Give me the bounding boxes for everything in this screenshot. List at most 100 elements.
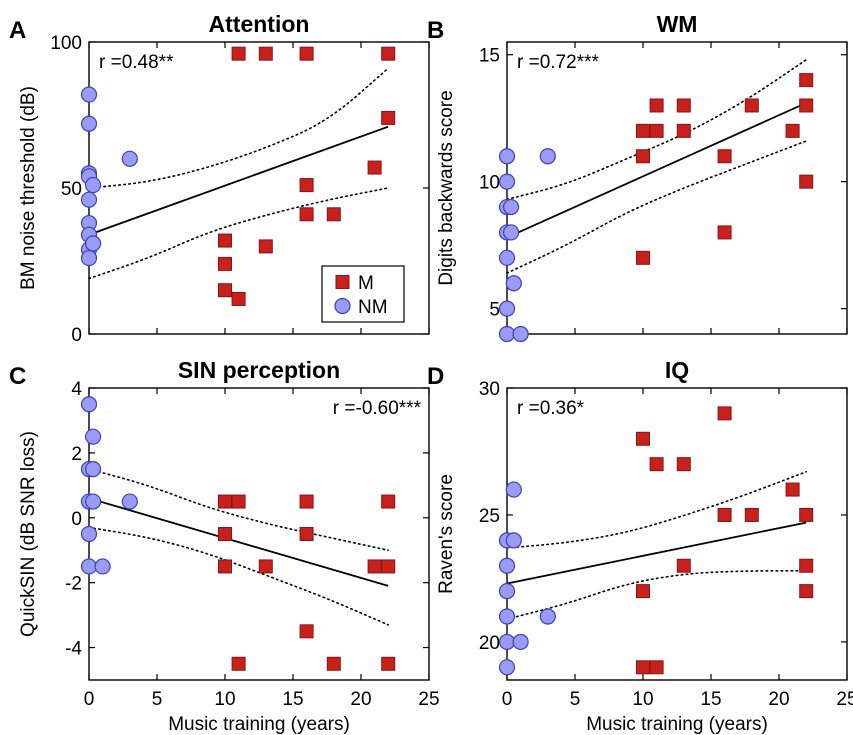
y-tick-label: 25: [479, 506, 500, 527]
nonmusician-point: [513, 327, 528, 342]
y-tick-label: 30: [479, 379, 500, 400]
nonmusician-point: [500, 250, 515, 265]
musician-point: [745, 99, 758, 112]
musician-point: [800, 559, 813, 572]
panel-letter: D: [427, 363, 444, 390]
correlation-annotation: r =-0.60***: [333, 398, 422, 419]
nonmusician-point: [500, 327, 515, 342]
y-tick-label: 5: [489, 300, 500, 321]
musician-point: [382, 47, 395, 60]
musician-point: [300, 179, 313, 192]
legend-label: M: [358, 273, 374, 294]
musician-point: [219, 257, 232, 270]
musician-point: [650, 458, 663, 471]
y-axis-label: QuickSIN (dB SNR loss): [18, 431, 39, 637]
musician-point: [637, 251, 650, 264]
musician-point: [259, 560, 272, 573]
nonmusician-point: [82, 87, 97, 102]
musician-point: [800, 508, 813, 521]
x-tick-label: 15: [282, 689, 303, 710]
nonmusician-point: [506, 482, 521, 497]
musician-point: [382, 495, 395, 508]
musician-point: [300, 528, 313, 541]
x-axis-label: Music training (years): [168, 714, 350, 735]
musician-point: [800, 99, 813, 112]
musician-point: [300, 495, 313, 508]
musician-point: [300, 625, 313, 638]
nonmusician-point: [500, 609, 515, 624]
musician-point: [650, 99, 663, 112]
y-axis-label: Raven's score: [436, 474, 457, 594]
nonmusician-point: [500, 301, 515, 316]
musician-point: [232, 657, 245, 670]
musician-point: [219, 284, 232, 297]
nonmusician-point: [82, 527, 97, 542]
correlation-annotation: r =0.48**: [99, 52, 174, 73]
musician-point: [718, 226, 731, 239]
panel-title: Attention: [209, 11, 310, 37]
y-tick-label: 15: [479, 46, 500, 67]
musician-point: [300, 47, 313, 60]
musician-point: [677, 458, 690, 471]
nonmusician-point: [86, 429, 101, 444]
musician-point: [219, 495, 232, 508]
panel-letter: B: [427, 17, 444, 44]
musician-point: [232, 47, 245, 60]
nonmusician-point: [82, 251, 97, 266]
nonmusician-point: [95, 559, 110, 574]
panel-title: WM: [657, 11, 698, 37]
musician-point: [327, 208, 340, 221]
y-tick-label: 4: [71, 379, 82, 400]
musician-point: [677, 99, 690, 112]
musician-point: [382, 111, 395, 124]
y-axis-label: Digits backwards score: [436, 90, 457, 285]
panel-c: C SIN perception -4 -2 0 2 4 0 5 10 15 20 25 Music tr…: [9, 357, 440, 735]
x-tick-label: 0: [84, 689, 95, 710]
nonmusician-point: [86, 178, 101, 193]
nonmusician-point: [500, 634, 515, 649]
musician-point: [259, 240, 272, 253]
nonmusician-point: [513, 634, 528, 649]
nonmusician-point: [82, 559, 97, 574]
y-tick-label: 50: [61, 179, 82, 200]
musician-point: [637, 124, 650, 137]
ci-upper-band: [89, 68, 388, 188]
x-tick-label: 15: [700, 689, 721, 710]
y-tick-label: 100: [50, 33, 82, 54]
musician-point: [300, 208, 313, 221]
musician-point: [800, 175, 813, 188]
nonmusician-point: [540, 609, 555, 624]
nonmusician-point: [504, 200, 519, 215]
musician-point: [650, 124, 663, 137]
panel-d: D IQ2025300 5 10 15 20 25Music training (years…: [427, 357, 853, 735]
panel-a: A Attention 0 50 100 BM noise threshold (dB) r…: [9, 11, 429, 346]
ci-lower-band: [89, 188, 388, 279]
y-tick-label: 0: [71, 325, 82, 346]
y-tick-label: 2: [71, 444, 82, 465]
nonmusician-point: [122, 494, 137, 509]
regression-line: [507, 103, 806, 238]
musician-point: [219, 528, 232, 541]
y-tick-label: -2: [65, 574, 82, 595]
musician-point: [637, 585, 650, 598]
x-tick-label: 25: [836, 689, 853, 710]
nonmusician-point: [540, 149, 555, 164]
legend: M NM: [322, 266, 404, 322]
legend-square-marker: [336, 276, 349, 289]
y-tick-label: 0: [71, 509, 82, 530]
musician-point: [368, 560, 381, 573]
musician-point: [637, 432, 650, 445]
musician-point: [677, 559, 690, 572]
musician-point: [786, 124, 799, 137]
x-tick-label: 10: [632, 689, 653, 710]
nonmusician-point: [500, 660, 515, 675]
x-tick-label: 0: [502, 689, 513, 710]
musician-point: [786, 483, 799, 496]
panel-letter: C: [9, 363, 26, 390]
nonmusician-point: [506, 533, 521, 548]
nonmusician-point: [86, 236, 101, 251]
nonmusician-point: [504, 225, 519, 240]
musician-point: [718, 508, 731, 521]
musician-point: [745, 508, 758, 521]
